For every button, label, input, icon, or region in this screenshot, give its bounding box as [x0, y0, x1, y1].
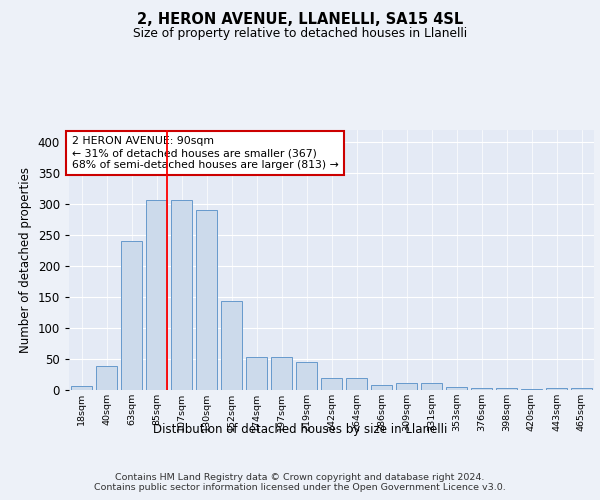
Text: Contains HM Land Registry data © Crown copyright and database right 2024.
Contai: Contains HM Land Registry data © Crown c… [94, 472, 506, 492]
Bar [346, 378, 367, 390]
Y-axis label: Number of detached properties: Number of detached properties [19, 167, 32, 353]
Bar [321, 378, 342, 390]
Bar [446, 387, 467, 390]
Bar [546, 388, 567, 390]
Bar [371, 385, 392, 390]
Bar [271, 356, 292, 390]
Bar [571, 388, 592, 390]
Bar [246, 356, 267, 390]
Bar [196, 210, 217, 390]
Bar [396, 383, 417, 390]
Bar [421, 383, 442, 390]
Text: 2 HERON AVENUE: 90sqm
← 31% of detached houses are smaller (367)
68% of semi-det: 2 HERON AVENUE: 90sqm ← 31% of detached … [71, 136, 338, 170]
Text: 2, HERON AVENUE, LLANELLI, SA15 4SL: 2, HERON AVENUE, LLANELLI, SA15 4SL [137, 12, 463, 28]
Bar [71, 386, 92, 390]
Text: Size of property relative to detached houses in Llanelli: Size of property relative to detached ho… [133, 28, 467, 40]
Bar [146, 200, 167, 390]
Bar [171, 200, 192, 390]
Bar [496, 388, 517, 390]
Bar [296, 362, 317, 390]
Text: Distribution of detached houses by size in Llanelli: Distribution of detached houses by size … [153, 422, 447, 436]
Bar [121, 241, 142, 390]
Bar [471, 388, 492, 390]
Bar [221, 301, 242, 390]
Bar [96, 366, 117, 390]
